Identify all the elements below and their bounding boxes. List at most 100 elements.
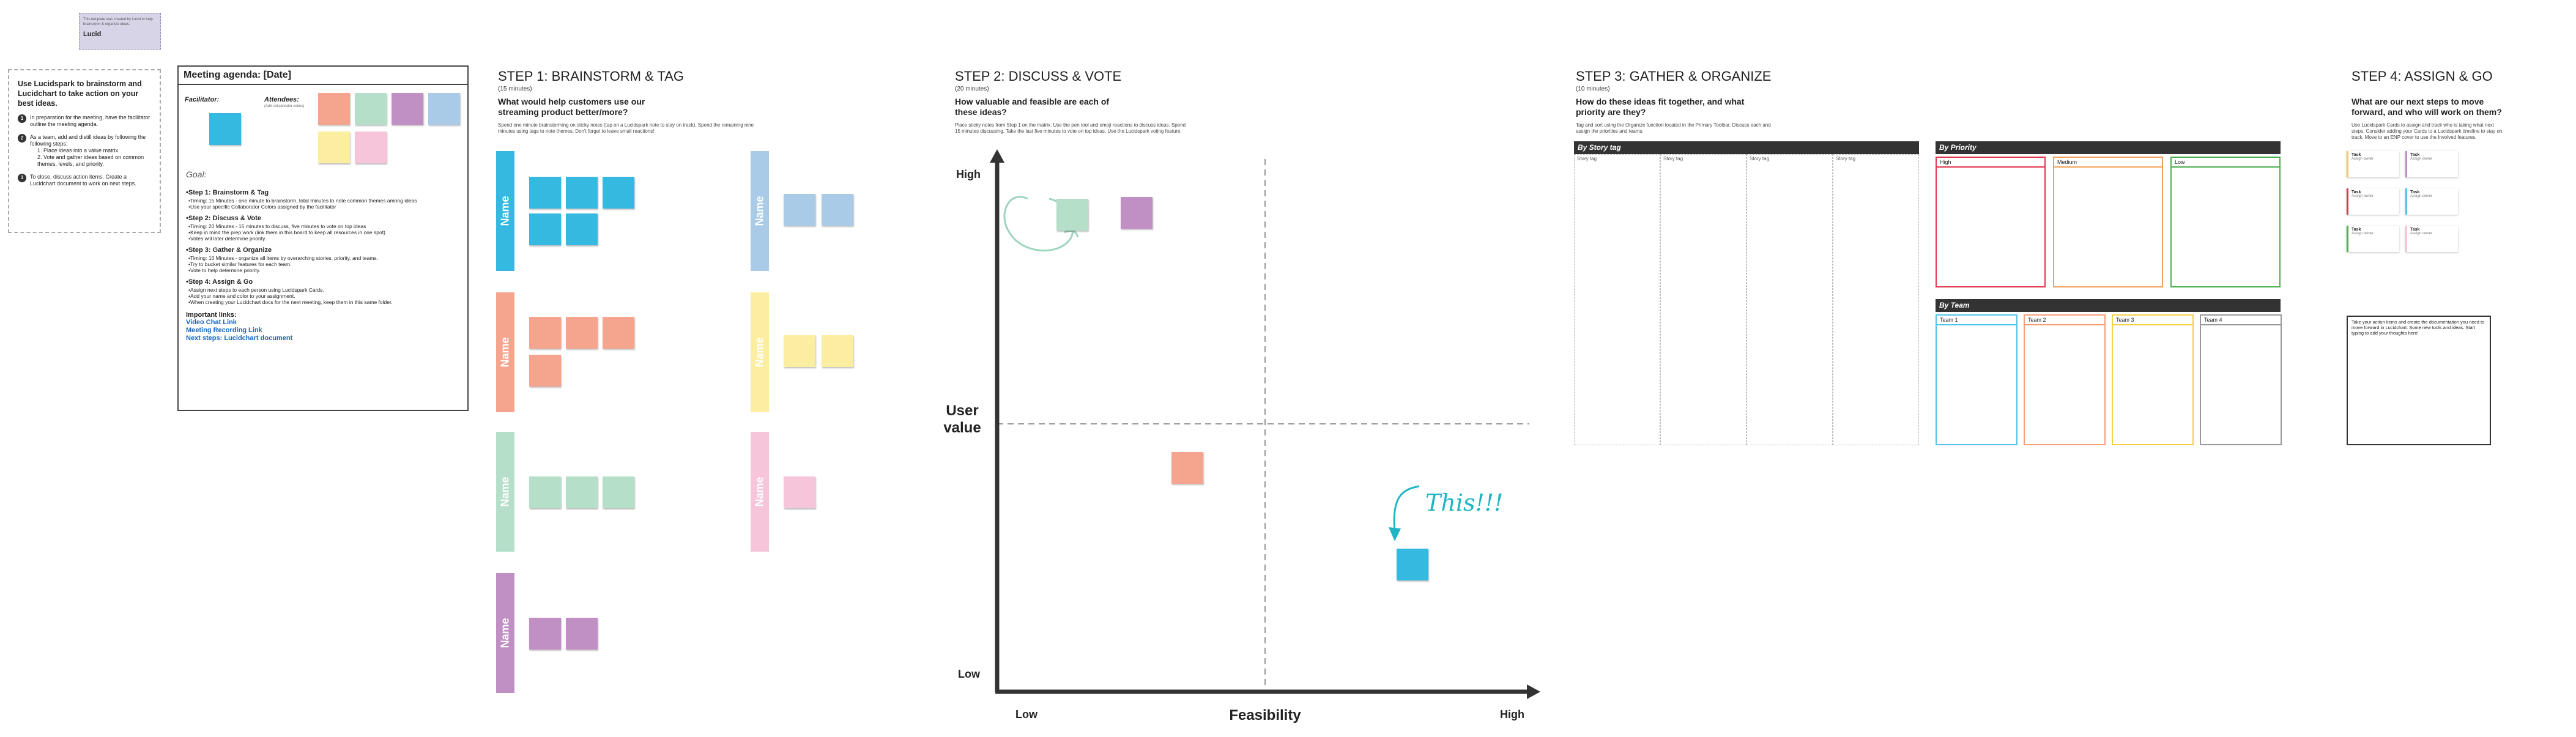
step-duration: (10 minutes) <box>1576 86 1610 92</box>
column-label: Team 1 <box>1937 316 2016 325</box>
sticky-note <box>529 177 561 209</box>
story-tag-column: Story tag <box>1833 154 1919 445</box>
lane-label: Name <box>499 337 511 368</box>
sticky-note <box>1121 197 1153 229</box>
column-label: Medium <box>2054 158 2162 168</box>
sub-step: 1. Place ideas into a value matrix. <box>37 147 120 154</box>
card-owner: Assign owner <box>2410 232 2433 235</box>
step-duration: (15 minutes) <box>498 86 532 92</box>
sticky-note <box>566 317 598 349</box>
step-description: Spend one minute brainstorming on sticky… <box>498 122 754 134</box>
sticky-note <box>566 476 598 508</box>
column-label: Team 2 <box>2025 316 2104 325</box>
step-question: What would help customers use our stream… <box>498 97 645 117</box>
link: Video Chat Link <box>186 319 237 326</box>
sticky-note <box>529 355 561 387</box>
sticky-note <box>603 177 634 209</box>
bullet: •Use your specific Collaborator Colors a… <box>188 204 336 210</box>
facilitator-label: Facilitator: <box>185 96 220 103</box>
card-title: Task <box>2410 190 2420 194</box>
sticky-note <box>784 476 815 508</box>
column-label: Low <box>2172 158 2279 168</box>
step-description: Use Lucidspark Cards to assign and track… <box>2351 122 2503 140</box>
instructions: Use Lucidspark to brainstorm and Lucidch… <box>8 69 161 233</box>
card-owner: Assign owner <box>2351 232 2374 235</box>
lane-label: Name <box>753 337 766 368</box>
lane-bar: Name <box>751 292 769 412</box>
task-card: Task Assign owner <box>2347 188 2399 215</box>
x-low-label: Low <box>1015 708 1037 720</box>
sticky-note <box>784 194 815 226</box>
lane-bar: Name <box>496 292 514 412</box>
step-body: As a team, add and distill ideas by foll… <box>30 134 151 168</box>
lane-label: Name <box>499 196 511 226</box>
sub-step: 2. Vote and gather ideas based on common… <box>37 154 144 167</box>
annotation: This!!! <box>1425 489 1504 516</box>
lane-bar: Name <box>751 432 769 552</box>
step-title: STEP 2: DISCUSS & VOTE <box>955 69 1122 84</box>
step-question: What are our next steps to move forward,… <box>2351 97 2502 117</box>
priority-column: Medium <box>2053 157 2163 287</box>
badge-text: This template was created by Lucid to he… <box>83 18 153 26</box>
lane-bar: Name <box>751 151 769 271</box>
sticky-note <box>1171 452 1203 484</box>
step-text: To close, discuss action items. Create a… <box>30 174 136 187</box>
note-text: Take your action items and create the do… <box>2351 319 2485 336</box>
team-column: Team 4 <box>2200 314 2282 445</box>
badge-brand: Lucid <box>83 31 102 38</box>
sticky-note <box>529 618 561 650</box>
column-label: Story tag <box>1577 156 1597 161</box>
step-description: Place sticky notes from Step 1 on the ma… <box>955 122 1186 134</box>
lane-bar: Name <box>496 432 514 552</box>
y-low-label: Low <box>958 668 980 680</box>
step-number: 3 <box>18 174 26 182</box>
priority-column: Low <box>2170 157 2281 287</box>
sticky-note <box>822 335 853 367</box>
step-title: STEP 3: GATHER & ORGANIZE <box>1576 69 1772 84</box>
column-label: Team 4 <box>2201 316 2281 325</box>
step-text: In preparation for the meeting, have the… <box>30 114 150 127</box>
bullet: •Timing: 20 Minutes - 15 minutes to disc… <box>188 223 366 229</box>
task-card: Task Assign owner <box>2405 188 2458 215</box>
lane-label: Name <box>499 476 511 507</box>
bullet: •When creating your Lucidchart docs for … <box>188 299 393 305</box>
column-label: Story tag <box>1750 156 1770 161</box>
attendee-sticky <box>428 93 460 125</box>
lane-bar: Name <box>496 573 514 693</box>
bullet: •Add your name and color to your assignm… <box>188 293 295 299</box>
sticky-note <box>566 618 598 650</box>
arrow <box>1393 485 1420 533</box>
section-heading: •Step 1: Brainstorm & Tag <box>186 189 269 196</box>
team-column: Team 2 <box>2024 314 2106 445</box>
lane-label: Name <box>753 196 766 226</box>
section-header: By Team <box>1936 299 2281 312</box>
lane-label: Name <box>753 476 766 507</box>
agenda: Meeting agenda: [Date] Facilitator: Atte… <box>177 65 469 411</box>
step-number: 1 <box>18 114 26 123</box>
value-matrix <box>990 149 1540 699</box>
step-text: As a team, add and distill ideas by foll… <box>30 134 146 147</box>
task-card: Task Assign owner <box>2405 226 2458 252</box>
step-question: How do these ideas fit together, and wha… <box>1576 97 1745 117</box>
story-tag-column: Story tag <box>1660 154 1746 445</box>
task-card: Task Assign owner <box>2347 151 2399 177</box>
section-heading: •Step 2: Discuss & Vote <box>186 215 261 222</box>
x-arrow <box>1527 684 1540 699</box>
attendees-label: Attendees: <box>264 96 299 103</box>
card-owner: Assign owner <box>2410 157 2433 161</box>
y-high-label: High <box>956 168 981 180</box>
attendee-sticky <box>355 131 387 163</box>
sticky-note <box>529 476 561 508</box>
column-label: High <box>1937 158 2044 168</box>
card-owner: Assign owner <box>2351 194 2374 198</box>
step-description: Tag and sort using the Organize function… <box>1576 122 1771 134</box>
card-owner: Assign owner <box>2351 157 2374 161</box>
sticky-note <box>529 213 561 245</box>
step-title: STEP 1: BRAINSTORM & TAG <box>498 69 685 84</box>
section-header: By Story tag <box>1574 141 1919 154</box>
bullet: •Votes will later determine priority. <box>188 235 267 242</box>
step-number: 2 <box>18 134 26 143</box>
team-column: Team 1 <box>1936 314 2017 445</box>
bullet: •Timing: 10 Minutes - organize all items… <box>188 255 379 261</box>
